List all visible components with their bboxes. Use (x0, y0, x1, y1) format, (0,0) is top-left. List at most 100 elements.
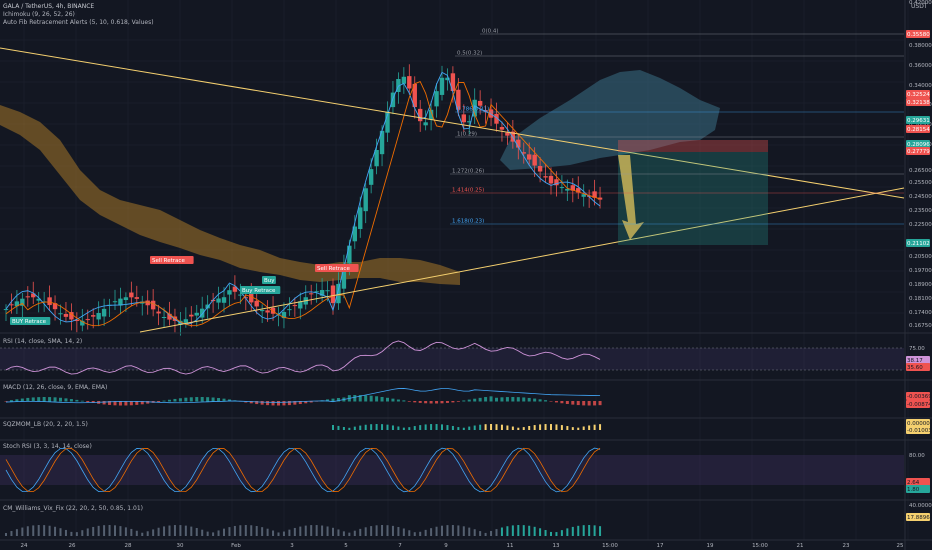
cm-bar (326, 526, 329, 536)
candle-body (488, 109, 494, 118)
pane-value-text: -0.01003 (907, 428, 932, 434)
macd-hist-bar (380, 396, 384, 402)
sqz-bar (582, 426, 585, 430)
candle-body (456, 89, 461, 110)
macd-hist-bar (309, 401, 313, 403)
tenkan-line (5, 71, 601, 325)
cm-bar (413, 532, 416, 536)
cm-bar (15, 529, 18, 536)
macd-hist-bar (249, 401, 253, 404)
candle-body (461, 114, 466, 123)
cm-bar (86, 528, 89, 536)
ichimoku-cloud-bullish (500, 70, 720, 170)
time-axis-label: 19 (707, 543, 714, 549)
signal-text: Sell Retrace (152, 258, 185, 264)
cm-bar (97, 525, 100, 536)
sqz-bar (441, 424, 443, 430)
stoch-d-line (5, 447, 601, 493)
cm-bar (582, 525, 585, 536)
macd-line (5, 388, 601, 404)
candle-body (232, 286, 238, 292)
cm-bar (272, 530, 275, 536)
candle-body (499, 126, 505, 130)
macd-hist-bar (168, 399, 171, 402)
cm-bar (386, 525, 389, 536)
candle-body (112, 301, 118, 303)
price-tag (906, 98, 930, 106)
target-zone (618, 152, 768, 245)
sqz-bar (424, 424, 427, 430)
candle-body (140, 301, 145, 304)
cm-axis-label: 40.00000 (909, 503, 932, 509)
time-axis-label: 5 (344, 543, 348, 549)
macd-hist-bar (157, 401, 161, 402)
cm-bar (348, 532, 351, 536)
candle-body (477, 100, 483, 106)
price-axis-label: 0.22500 (909, 222, 932, 228)
pane-value-tag (906, 513, 930, 521)
rsi-pane-label: RSI (14, close, SMA, 14, 2) (3, 338, 83, 345)
cm-bar (370, 526, 373, 536)
macd-hist-bar (375, 396, 379, 402)
sqz-bar (381, 424, 384, 430)
candle-body (123, 297, 129, 301)
cm-bar (288, 529, 291, 536)
candle-body (150, 300, 156, 310)
pane-value-tag (906, 356, 930, 364)
time-axis-label: 17 (657, 543, 664, 549)
sqz-bar (332, 424, 334, 430)
sqz-bar (495, 424, 498, 430)
macd-hist-bar (184, 397, 188, 402)
time-axis-label: 3 (290, 543, 294, 549)
macd-hist-bar (86, 401, 90, 403)
sqz-bar (342, 427, 345, 430)
candle-body (505, 132, 510, 136)
sqz-bar (550, 424, 552, 430)
macd-hist-bar (593, 401, 597, 406)
macd-hist-bar (364, 395, 368, 402)
candle-body (347, 245, 352, 264)
sqz-bar (446, 425, 449, 430)
sqz-bar (451, 425, 454, 430)
cm-bar (124, 527, 127, 536)
sqz-bar (528, 425, 531, 430)
pane-value-tag (906, 363, 930, 371)
macd-hist-bar (227, 399, 231, 402)
price-axis-label: 0.38000 (909, 43, 932, 49)
sqz-bar (560, 425, 563, 430)
macd-hist-bar (260, 401, 264, 405)
cm-bar (195, 528, 198, 536)
candle-body (167, 313, 172, 320)
cm-bar (599, 526, 602, 536)
macd-hist-bar (26, 397, 30, 402)
macd-hist-bar (516, 397, 520, 402)
candle-body (9, 304, 14, 306)
sqz-bar (402, 427, 405, 430)
sqz-bar (517, 427, 520, 430)
time-axis-label: 9 (444, 543, 448, 549)
macd-hist-bar (554, 401, 558, 403)
candle-body (221, 297, 227, 303)
macd-hist-bar (277, 401, 280, 406)
signal-text: Sell Retrace (317, 266, 350, 272)
fib-level-label: 1.414(0.25) (452, 188, 484, 194)
sqz-bar (397, 426, 400, 430)
sqz-bar (506, 425, 509, 430)
macd-hist-bar (391, 398, 395, 402)
macd-hist-bar (37, 397, 41, 402)
candle-body (292, 305, 298, 307)
cm-bar (419, 531, 422, 536)
pane-value-text: 17.88963 (907, 515, 932, 521)
candle-body (74, 320, 80, 322)
sqz-bar (490, 424, 493, 430)
fib-level-label: 0.5(0.32) (457, 51, 482, 57)
cm-bar (430, 528, 433, 536)
candle-body (129, 292, 134, 298)
sqz-bar (462, 427, 465, 430)
macd-hist-bar (304, 401, 308, 404)
candle-body (407, 76, 412, 89)
sqz-bar (375, 424, 378, 430)
signal-badge (240, 286, 281, 294)
cm-bar (462, 526, 465, 536)
